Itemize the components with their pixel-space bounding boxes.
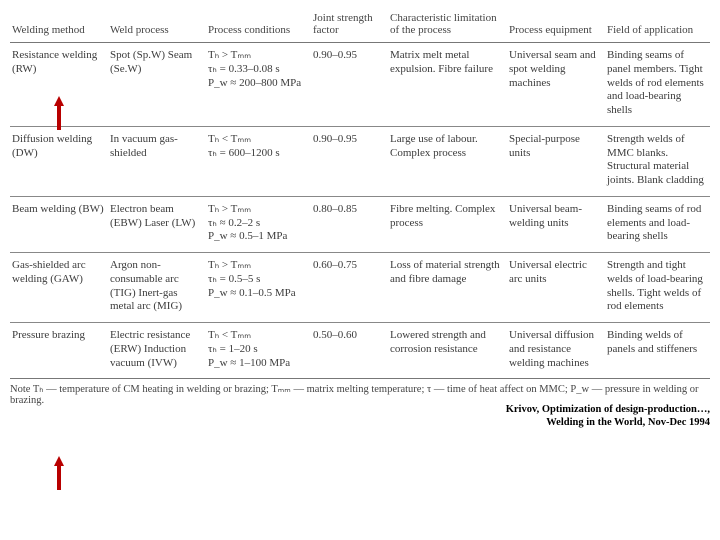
header-row: Welding method Weld process Process cond… <box>10 8 710 43</box>
cell-application: Binding seams of panel members. Tight we… <box>605 43 710 127</box>
cell-limitation: Lowered strength and corrosion resistanc… <box>388 323 507 379</box>
cell-factor: 0.60–0.75 <box>311 253 388 323</box>
col-process: Weld process <box>108 8 206 43</box>
table-row: Pressure brazing Electric resistance (ER… <box>10 323 710 379</box>
table-row: Resistance welding (RW) Spot (Sp.W) Seam… <box>10 43 710 127</box>
cell-method: Resistance welding (RW) <box>10 43 108 127</box>
citation: Krivov, Optimization of design-productio… <box>10 404 710 429</box>
footnote: Note Tₕ — temperature of CM heating in w… <box>10 379 710 406</box>
cell-process: Argon non-consumable arc (TIG) Inert-gas… <box>108 253 206 323</box>
cell-process: In vacuum gas-shielded <box>108 126 206 196</box>
cell-method: Diffusion welding (DW) <box>10 126 108 196</box>
table-row: Diffusion welding (DW) In vacuum gas-shi… <box>10 126 710 196</box>
cell-method: Beam welding (BW) <box>10 196 108 252</box>
cell-conditions: Tₕ > Tₘₘ τₕ = 0.33–0.08 s P_w ≈ 200–800 … <box>206 43 311 127</box>
cell-conditions: Tₕ > Tₘₘ τₕ = 0.5–5 s P_w ≈ 0.1–0.5 MPa <box>206 253 311 323</box>
col-method: Welding method <box>10 8 108 43</box>
cell-limitation: Loss of material strength and fibre dama… <box>388 253 507 323</box>
cell-limitation: Fibre melting. Complex process <box>388 196 507 252</box>
col-application: Field of application <box>605 8 710 43</box>
cell-factor: 0.80–0.85 <box>311 196 388 252</box>
cell-application: Binding seams of rod elements and load-b… <box>605 196 710 252</box>
cell-application: Strength and tight welds of load-bearing… <box>605 253 710 323</box>
citation-line: Krivov, Optimization of design-productio… <box>10 404 710 417</box>
cell-equipment: Universal seam and spot welding machines <box>507 43 605 127</box>
cell-factor: 0.50–0.60 <box>311 323 388 379</box>
page-wrap: Welding method Weld process Process cond… <box>10 8 710 429</box>
cell-factor: 0.90–0.95 <box>311 43 388 127</box>
citation-line: Welding in the World, Nov-Dec 1994 <box>10 417 710 430</box>
cell-equipment: Universal electric arc units <box>507 253 605 323</box>
cell-method: Pressure brazing <box>10 323 108 379</box>
cell-conditions: Tₕ < Tₘₘ τₕ = 600–1200 s <box>206 126 311 196</box>
annotation-arrow-2 <box>52 456 66 490</box>
table-body: Resistance welding (RW) Spot (Sp.W) Seam… <box>10 43 710 379</box>
cell-process: Spot (Sp.W) Seam (Se.W) <box>108 43 206 127</box>
col-limitation: Characteristic limitation of the process <box>388 8 507 43</box>
cell-factor: 0.90–0.95 <box>311 126 388 196</box>
cell-equipment: Universal diffusion and resistance weldi… <box>507 323 605 379</box>
cell-limitation: Large use of labour. Complex process <box>388 126 507 196</box>
cell-equipment: Universal beam-welding units <box>507 196 605 252</box>
cell-conditions: Tₕ < Tₘₘ τₕ = 1–20 s P_w ≈ 1–100 MPa <box>206 323 311 379</box>
cell-equipment: Special-purpose units <box>507 126 605 196</box>
cell-application: Strength welds of MMC blanks. Structural… <box>605 126 710 196</box>
table-row: Beam welding (BW) Electron beam (EBW) La… <box>10 196 710 252</box>
table-row: Gas-shielded arc welding (GAW) Argon non… <box>10 253 710 323</box>
col-conditions: Process conditions <box>206 8 311 43</box>
welding-table: Welding method Weld process Process cond… <box>10 8 710 379</box>
cell-limitation: Matrix melt metal expulsion. Fibre failu… <box>388 43 507 127</box>
col-factor: Joint strength factor <box>311 8 388 43</box>
cell-application: Binding welds of panels and stiffeners <box>605 323 710 379</box>
cell-process: Electric resistance (ERW) Induction vacu… <box>108 323 206 379</box>
cell-conditions: Tₕ > Tₘₘ τₕ ≈ 0.2–2 s P_w ≈ 0.5–1 MPa <box>206 196 311 252</box>
cell-process: Electron beam (EBW) Laser (LW) <box>108 196 206 252</box>
cell-method: Gas-shielded arc welding (GAW) <box>10 253 108 323</box>
col-equipment: Process equipment <box>507 8 605 43</box>
